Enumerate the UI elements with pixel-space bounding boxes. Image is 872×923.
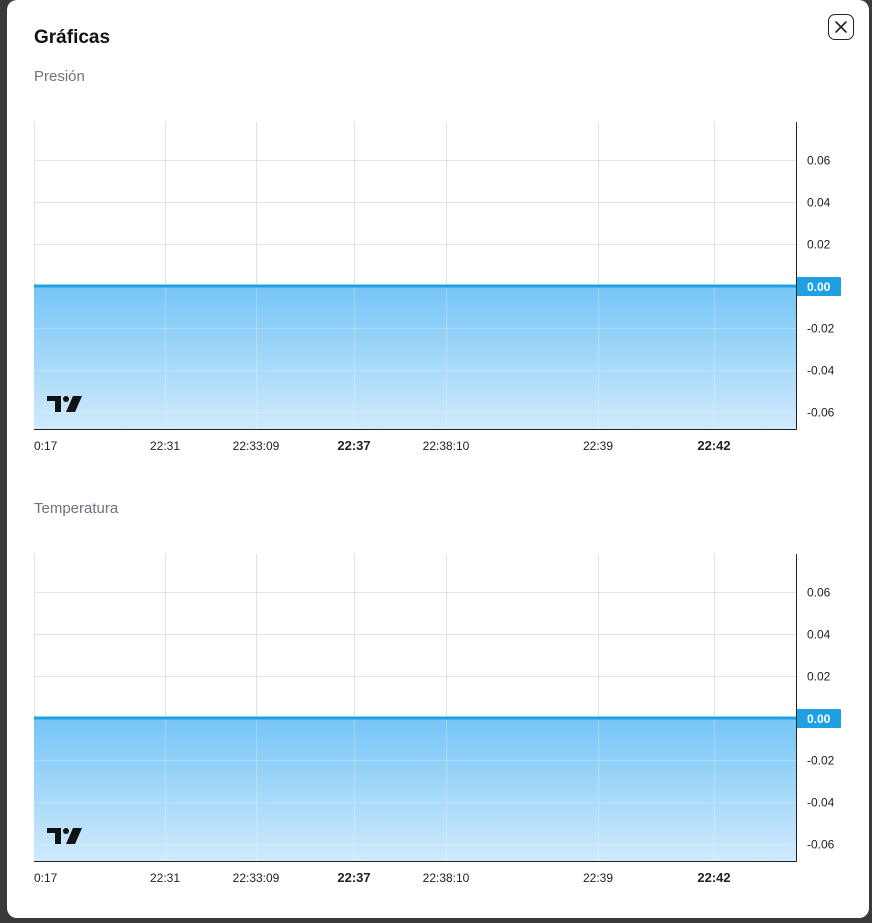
chart-label-presion: Presión (34, 68, 85, 85)
chart-presion[interactable]: 0.06 0.04 0.02 -0.02 -0.04 -0.06 0.00 0:17 22:31… (34, 122, 846, 458)
y-tick-label: -0.02 (807, 322, 835, 336)
last-value-label: 0.00 (807, 280, 831, 294)
chart-svg: 0.06 0.04 0.02 -0.02 -0.04 -0.06 0.00 0:17 22:31… (34, 554, 841, 885)
x-tick-label: 22:33:09 (233, 871, 280, 885)
x-tick-label: 22:38:10 (423, 439, 470, 453)
x-tick-label: 22:31 (150, 871, 180, 885)
x-tick-label: 22:37 (337, 438, 370, 453)
x-tick-label: 22:42 (697, 870, 730, 885)
x-tick-label: 22:42 (697, 438, 730, 453)
y-tick-label: 0.02 (807, 670, 831, 684)
y-tick-label: -0.02 (807, 754, 835, 768)
last-value-label: 0.00 (807, 712, 831, 726)
x-tick-label: 22:31 (150, 439, 180, 453)
modal-title: Gráficas (34, 27, 111, 48)
area-fill (34, 718, 796, 861)
close-icon (835, 21, 847, 33)
tradingview-logo-icon[interactable] (47, 396, 82, 412)
x-tick-label: 22:39 (583, 871, 613, 885)
y-tick-label: -0.04 (807, 796, 835, 810)
x-tick-label: 22:33:09 (233, 439, 280, 453)
y-tick-label: 0.04 (807, 628, 831, 642)
y-tick-label: -0.06 (807, 838, 835, 852)
y-tick-label: 0.06 (807, 586, 831, 600)
x-tick-label: 0:17 (34, 871, 58, 885)
y-tick-label: 0.02 (807, 238, 831, 252)
last-value-badge (797, 277, 841, 297)
x-tick-label: 22:37 (337, 870, 370, 885)
tradingview-logo-icon[interactable] (47, 828, 82, 844)
x-tick-label: 22:39 (583, 439, 613, 453)
x-tick-label: 22:38:10 (423, 871, 470, 885)
chart-temperatura[interactable]: 0.06 0.04 0.02 -0.02 -0.04 -0.06 0.00 0:17 22:31… (34, 554, 846, 890)
y-tick-label: -0.06 (807, 406, 835, 420)
charts-modal: Gráficas Presión 0.06 0.04 0.02 -0.02 -0.04 -… (7, 0, 869, 918)
y-tick-label: 0.06 (807, 154, 831, 168)
chart-svg: 0.06 0.04 0.02 -0.02 -0.04 -0.06 0.00 0:17 22:31… (34, 122, 841, 453)
x-tick-label: 0:17 (34, 439, 58, 453)
area-fill (34, 286, 796, 429)
y-tick-label: 0.04 (807, 196, 831, 210)
chart-label-temperatura: Temperatura (34, 500, 119, 517)
y-tick-label: -0.04 (807, 364, 835, 378)
last-value-badge (797, 709, 841, 729)
close-button[interactable] (828, 14, 854, 40)
